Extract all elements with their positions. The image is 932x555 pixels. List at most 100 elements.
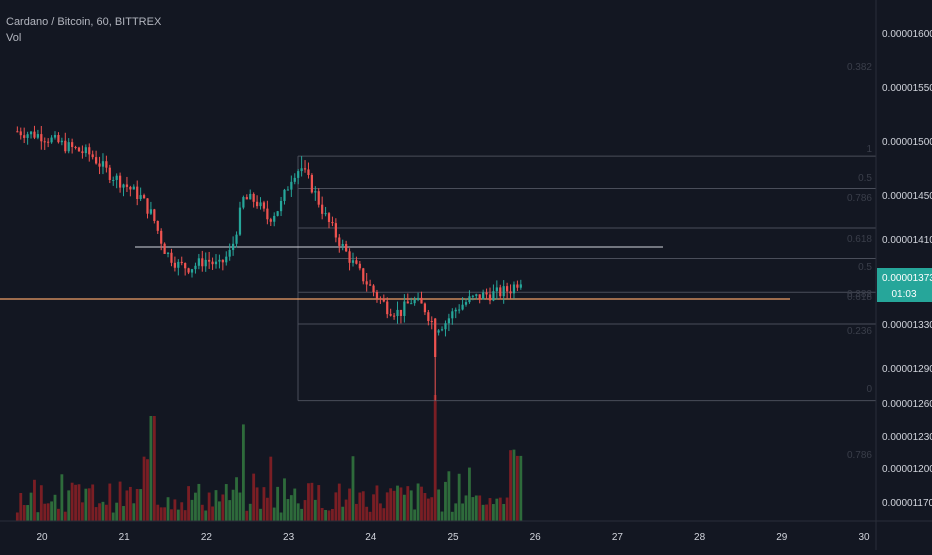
price-tick-label: 0.00001450 (882, 191, 932, 202)
candle-body (201, 258, 204, 267)
volume-bar (423, 492, 427, 521)
volume-bar (39, 485, 43, 521)
candle-body (67, 142, 70, 152)
price-tick-label: 0.00001330 (882, 320, 932, 331)
candle-body (156, 220, 159, 231)
volume-bar (125, 490, 129, 521)
candle-body (81, 151, 84, 154)
volume-bar (221, 494, 225, 521)
candle-body (290, 181, 293, 190)
volume-bar (344, 499, 348, 521)
volume-bar (515, 455, 519, 521)
volume-bar (426, 498, 430, 521)
volume-bar (519, 455, 523, 521)
fib-retracement[interactable]: 0.38210.50.7860.6180.50.3820.6180.23600.… (297, 62, 876, 461)
candle-body (36, 134, 40, 138)
candle-body (84, 147, 87, 154)
candle-body (211, 261, 214, 265)
candle-body (492, 291, 495, 301)
candle-body (310, 175, 314, 193)
fib-label: 0 (866, 384, 872, 395)
volume-bar (365, 506, 369, 521)
volume-bar (409, 490, 413, 521)
volume-bar (351, 456, 355, 521)
time-tick-label: 29 (776, 532, 788, 543)
candle-body (88, 147, 91, 155)
candle-body (53, 135, 57, 138)
volume-bar (265, 497, 269, 521)
candle-body (375, 292, 379, 299)
candle-body (341, 243, 344, 246)
candle-body (19, 131, 22, 136)
candle-body (317, 191, 320, 205)
volume-bar (194, 492, 197, 521)
price-tick-label: 0.00001500 (882, 137, 932, 148)
candle-body (221, 259, 224, 263)
volume-bar (26, 505, 30, 521)
candle-body (283, 189, 286, 201)
candle-body (242, 197, 245, 208)
candle-body (64, 140, 67, 152)
fib-label: 0.786 (847, 193, 872, 204)
candle-body (235, 234, 238, 244)
fib-label: 0.382 (847, 289, 872, 300)
candle-body (95, 157, 98, 164)
candle-body (118, 175, 122, 188)
volume-bar (509, 450, 512, 521)
price-tick-label: 0.00001550 (882, 83, 932, 94)
volume-bar (91, 484, 95, 521)
candle-body (406, 301, 409, 304)
candle-body (331, 221, 334, 224)
volume-bar (481, 504, 485, 521)
volume-bar (296, 503, 300, 521)
volume-bar (420, 486, 423, 521)
fib-label: 1 (866, 144, 872, 155)
volume-bar (166, 497, 170, 521)
candle-body (468, 296, 471, 303)
time-tick-label: 23 (283, 532, 295, 543)
candle-body (345, 243, 348, 252)
volume-bar (146, 459, 149, 521)
volume-bar (320, 508, 324, 521)
volume-bar (132, 503, 136, 521)
time-tick-label: 25 (447, 532, 459, 543)
candle-body (519, 284, 522, 288)
candle-body (327, 213, 331, 222)
candle-body (269, 219, 272, 222)
time-tick-label: 24 (365, 532, 377, 543)
volume-bar (375, 485, 379, 521)
volume-bar (252, 473, 256, 521)
candle-body (458, 309, 461, 311)
candle-body (125, 184, 129, 187)
candle-body (225, 256, 228, 263)
candle-body (423, 303, 427, 313)
candle-body (430, 320, 433, 322)
volume-bar (200, 504, 204, 521)
candle-body (355, 260, 358, 264)
volume-bar (163, 507, 167, 521)
fib-label: 0.618 (847, 292, 872, 303)
volume-bar (447, 471, 451, 521)
volume-bar (385, 492, 389, 521)
indicator-label: Vol (6, 32, 22, 44)
candle-body (112, 179, 115, 181)
volume-bar (183, 510, 187, 521)
candle-body (184, 263, 187, 269)
candle-body (249, 193, 252, 200)
volume-bar (77, 484, 81, 521)
candle-body (516, 284, 519, 288)
candle-body (218, 259, 221, 262)
candle-body (187, 268, 190, 273)
volume-bar (378, 503, 382, 521)
candle-body (142, 195, 146, 199)
candle-body (194, 265, 197, 270)
volume-bar (142, 456, 146, 521)
horizontal-lines[interactable] (0, 246, 790, 300)
candle-body (139, 195, 142, 200)
candle-body (471, 295, 474, 297)
fib-label: 0.618 (847, 234, 872, 245)
candle-body (214, 261, 218, 265)
time-tick-label: 22 (201, 532, 213, 543)
